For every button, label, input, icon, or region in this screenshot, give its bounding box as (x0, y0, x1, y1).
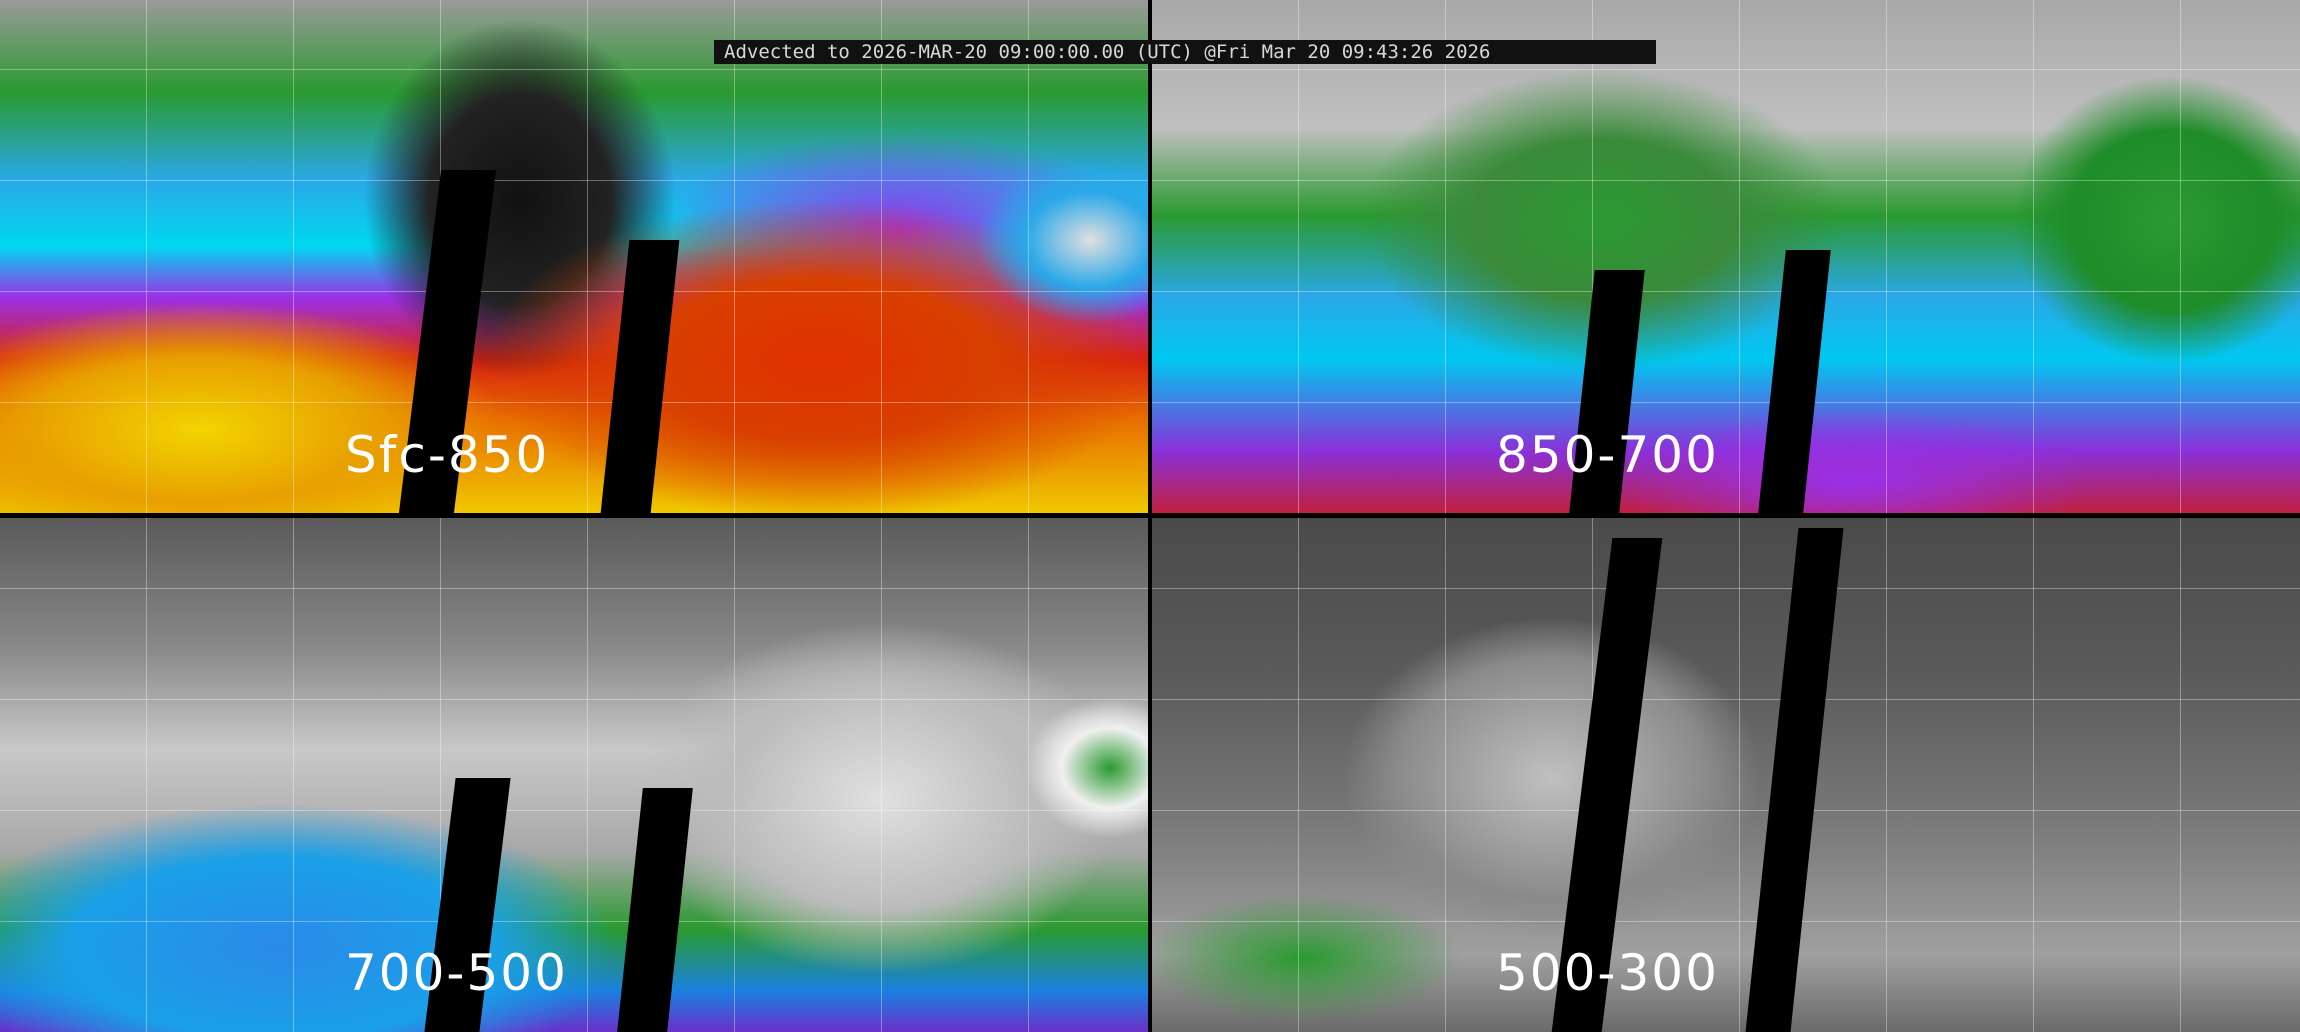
lat-lon-grid (1152, 0, 2300, 513)
layer-label: 850-700 (1496, 426, 1719, 484)
panel-700-500: 700-500 (0, 518, 1148, 1032)
lat-lon-grid (0, 0, 1148, 513)
layer-label: 700-500 (345, 944, 568, 1002)
panel-sfc-850: Sfc-850 (0, 0, 1148, 513)
panel-850-700: 850-700 (1152, 0, 2300, 513)
valid-time-banner: Advected to 2026-MAR-20 09:00:00.00 (UTC… (714, 40, 1656, 64)
lat-lon-grid (0, 518, 1148, 1032)
layer-label: Sfc-850 (345, 426, 550, 484)
layer-label: 500-300 (1496, 944, 1719, 1002)
lat-lon-grid (1152, 518, 2300, 1032)
panel-500-300: 500-300 (1152, 518, 2300, 1032)
